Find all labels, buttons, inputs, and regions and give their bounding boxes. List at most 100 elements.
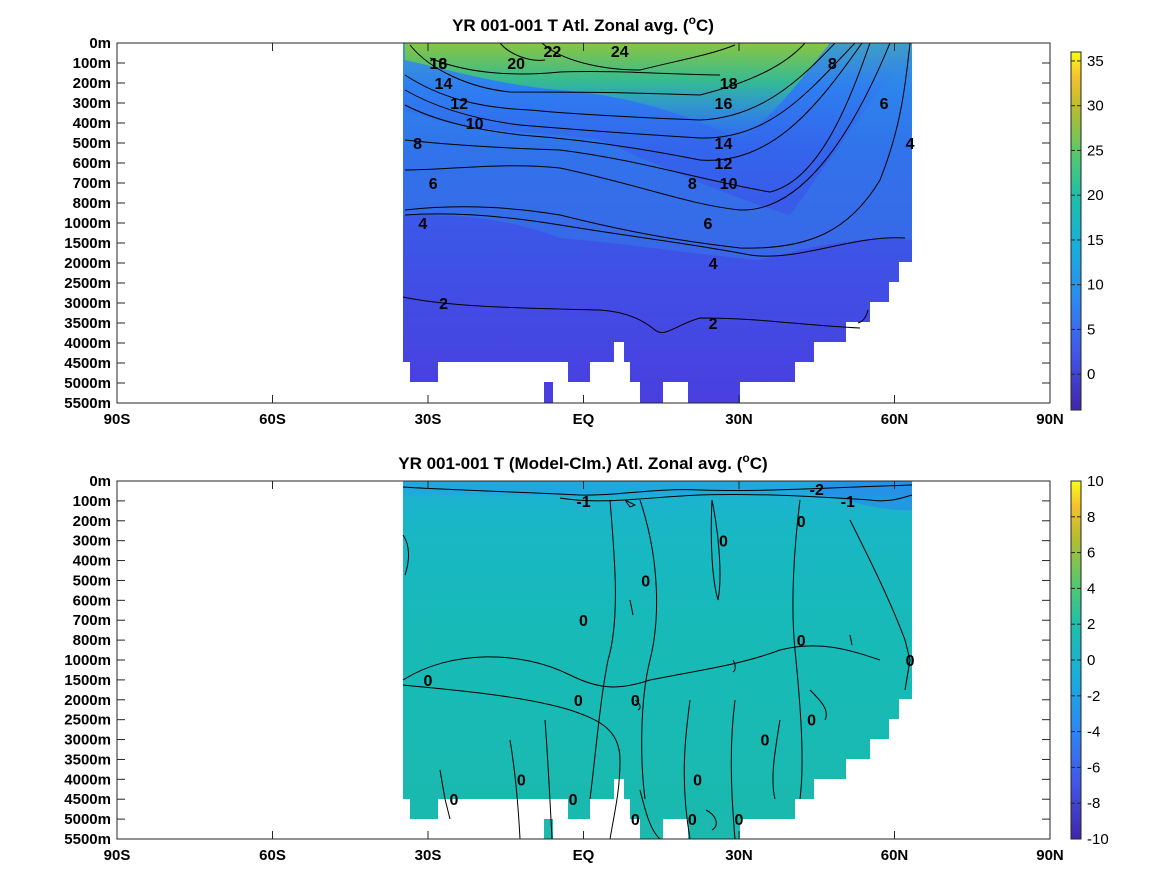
contour-label: 16 (429, 56, 447, 73)
contour-label: 2 (709, 316, 718, 333)
contour-label: 4 (709, 256, 718, 273)
y-tick-label: 400m (73, 553, 111, 570)
y-tick-label: 5500m (64, 831, 111, 848)
contour-label: 12 (715, 156, 733, 173)
colorbar-tick-label: 5 (1087, 321, 1095, 338)
y-tick-label: 600m (73, 592, 111, 609)
y-tick-label: 200m (73, 75, 111, 92)
contour-label: 22 (544, 44, 562, 61)
colorbar-tick-label: 8 (1087, 509, 1095, 526)
x-tick-label: 60S (259, 847, 286, 864)
contour-label: 24 (611, 44, 629, 61)
y-tick-label: 1000m (64, 652, 111, 669)
y-tick-label: 100m (73, 493, 111, 510)
contour-label: 0 (569, 792, 578, 809)
contour-label: 4 (906, 136, 915, 153)
x-tick-label: 30N (725, 847, 753, 864)
chart-1-colorbar-ticks: 0 5 10 15 20 25 30 35 (1071, 53, 1104, 383)
colorbar-tick-label: 20 (1087, 187, 1104, 204)
contour-label: 20 (507, 56, 525, 73)
y-tick-label: 3500m (64, 751, 111, 768)
y-tick-label: 700m (73, 175, 111, 192)
colorbar-tick-label: -6 (1087, 759, 1100, 776)
chart-2-contour-labels: -2 -1 -1 0 0 0 0 0 0 0 0 0 0 0 0 0 0 0 0 0 0 (424, 482, 915, 829)
y-tick-label: 4500m (64, 791, 111, 808)
contour-label: 0 (688, 812, 697, 829)
colorbar-tick-label: -8 (1087, 795, 1100, 812)
y-tick-label: 2500m (64, 275, 111, 292)
y-tick-label: 3500m (64, 315, 111, 332)
colorbar-tick-label: 10 (1087, 473, 1104, 490)
colorbar-tick-label: 25 (1087, 142, 1104, 159)
contour-label: 0 (906, 653, 915, 670)
x-tick-label: 60S (259, 411, 286, 428)
chart-1: YR 001-001 T Atl. Zonal avg. (oC) (64, 13, 1103, 428)
y-tick-label: 4000m (64, 335, 111, 352)
contour-label: 10 (720, 176, 738, 193)
contour-label: 0 (807, 713, 816, 730)
chart-2-x-ticks: 90S 60S 30S EQ 30N 60N 90N (104, 481, 1064, 864)
y-tick-label: 2000m (64, 255, 111, 272)
contour-label: 18 (720, 76, 738, 93)
contour-label: 0 (735, 812, 744, 829)
y-tick-label: 300m (73, 533, 111, 550)
y-tick-label: 100m (73, 55, 111, 72)
y-tick-label: 800m (73, 195, 111, 212)
colorbar-tick-label: 35 (1087, 53, 1104, 70)
y-tick-label: 1500m (64, 672, 111, 689)
colorbar-tick-label: 10 (1087, 277, 1104, 294)
x-tick-label: 30S (415, 847, 442, 864)
chart-2-y-ticks: 0m 100m 200m 300m 400m 500m 600m 700m 800m 1000m 1… (64, 473, 1050, 848)
y-tick-label: 300m (73, 95, 111, 112)
chart-1-upper-band (403, 50, 912, 260)
colorbar-tick-label: 2 (1087, 616, 1095, 633)
colorbar-tick-label: 30 (1087, 98, 1104, 115)
y-tick-label: 1500m (64, 235, 111, 252)
y-tick-label: 500m (73, 135, 111, 152)
colorbar-tick-label: 6 (1087, 545, 1095, 562)
contour-label: 6 (703, 216, 712, 233)
y-tick-label: 3000m (64, 295, 111, 312)
y-tick-label: 0m (89, 473, 111, 490)
y-tick-label: 4000m (64, 771, 111, 788)
contour-label: 8 (413, 136, 422, 153)
y-tick-label: 800m (73, 632, 111, 649)
contour-label: -1 (576, 494, 590, 511)
contour-label: 14 (715, 136, 733, 153)
contour-label: 0 (631, 693, 640, 710)
chart-2-contours (402, 484, 913, 839)
chart-2-ocean-notch (544, 819, 553, 839)
y-tick-label: 600m (73, 155, 111, 172)
x-tick-label: 30S (415, 411, 442, 428)
chart-2-cold-surface (403, 481, 912, 495)
contour-label: 0 (631, 812, 640, 829)
y-tick-label: 5000m (64, 811, 111, 828)
x-tick-label: EQ (573, 847, 595, 864)
x-tick-label: 60N (881, 411, 909, 428)
chart-1-y-ticks: 0m 100m 200m 300m 400m 500m 600m 700m 800m 1000m 1… (64, 35, 1050, 412)
chart-1-x-ticks: 90S 60S 30S EQ 30N 60N 90N (104, 43, 1064, 428)
x-tick-label: EQ (573, 411, 595, 428)
contour-label: 0 (424, 673, 433, 690)
contour-label: 0 (579, 613, 588, 630)
y-tick-label: 3000m (64, 732, 111, 749)
chart-1-ocean-notch (544, 382, 553, 403)
contour-label: 8 (688, 176, 697, 193)
chart-2-field: -2 -1 -1 0 0 0 0 0 0 0 0 0 0 0 0 0 0 0 0 0 0 (402, 481, 915, 839)
contour-label: 0 (719, 534, 728, 551)
colorbar-tick-label: -2 (1087, 688, 1100, 705)
contour-label: 12 (450, 96, 468, 113)
y-tick-label: 400m (73, 115, 111, 132)
y-tick-label: 4500m (64, 355, 111, 372)
x-tick-label: 30N (725, 411, 753, 428)
contour-label: -1 (841, 494, 855, 511)
chart-1-contours (402, 43, 911, 333)
contour-label: -2 (810, 482, 824, 499)
y-tick-label: 0m (89, 35, 111, 52)
x-tick-label: 90N (1036, 411, 1064, 428)
chart-2-colorbar-ticks: 10 8 6 4 2 0 -2 -4 -6 -8 -10 (1071, 473, 1109, 848)
colorbar-tick-label: 15 (1087, 232, 1104, 249)
